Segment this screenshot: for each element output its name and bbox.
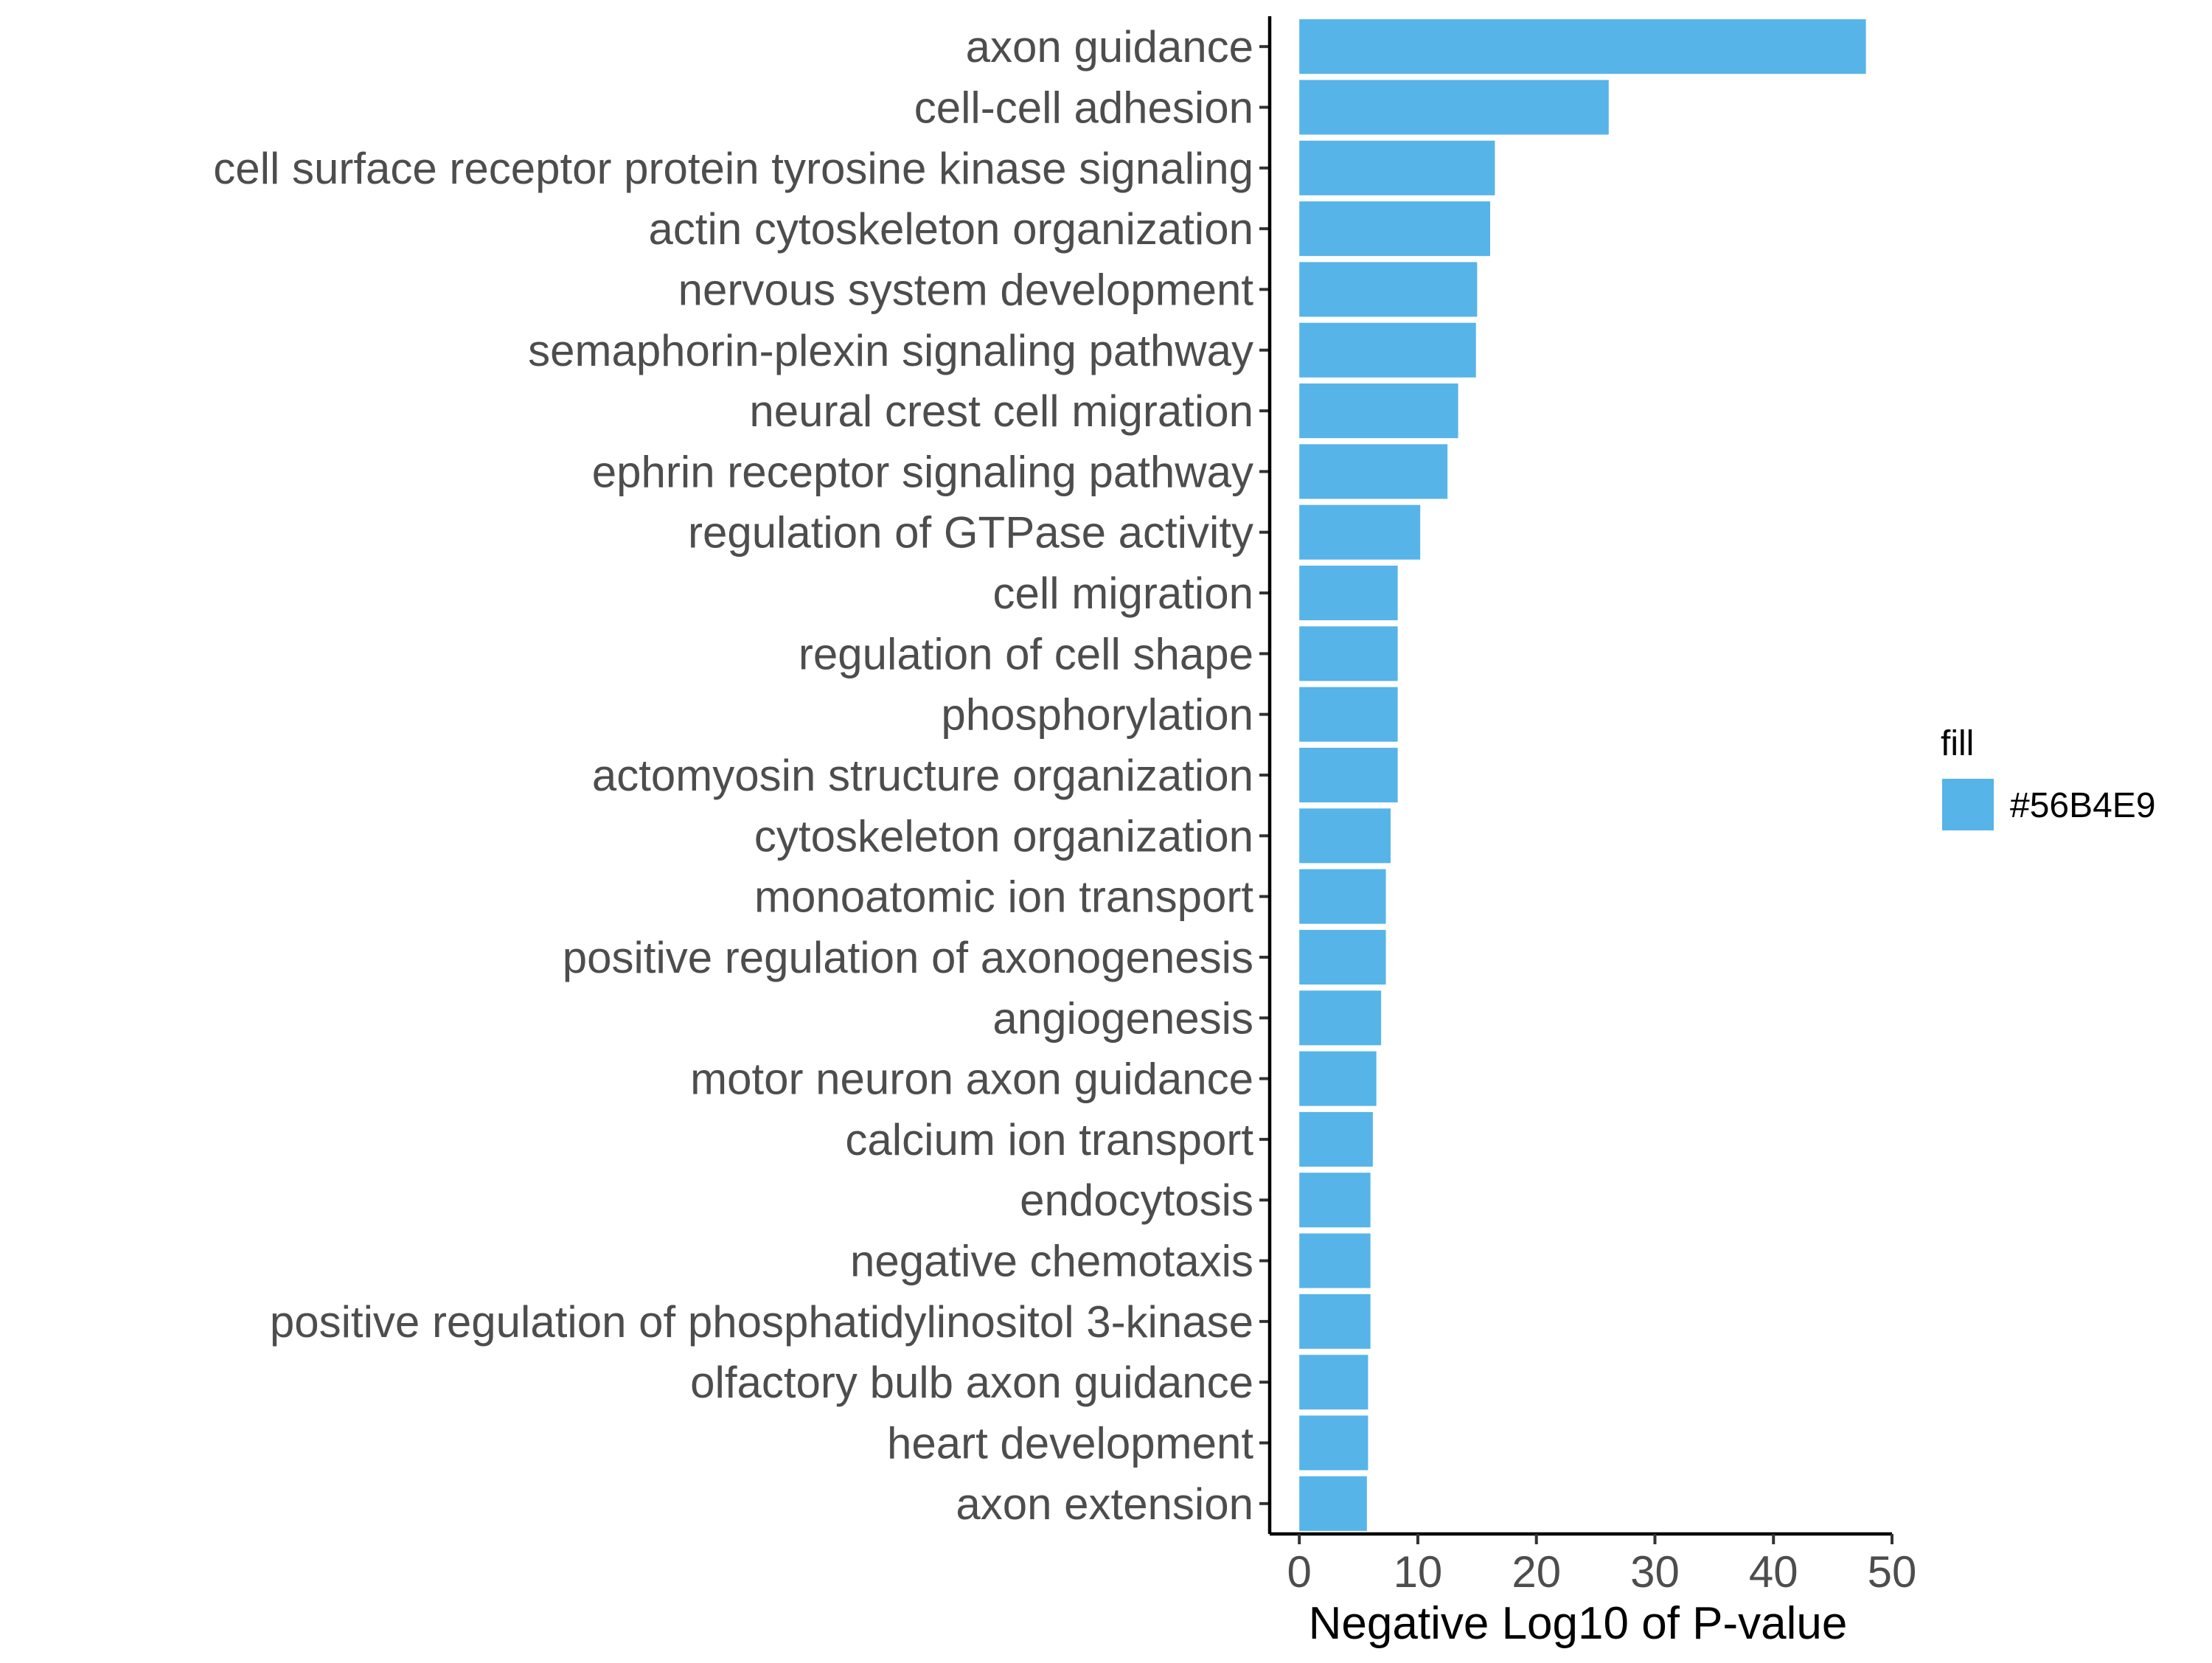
- x-tick-label: 40: [1749, 1547, 1798, 1597]
- bar-25: [1299, 1476, 1367, 1531]
- category-label: cell migration: [993, 569, 1253, 618]
- bar-6: [1299, 322, 1476, 378]
- x-tick-label: 10: [1394, 1547, 1443, 1597]
- category-label: motor neuron axon guidance: [690, 1055, 1253, 1104]
- category-label: semaphorin-plexin signaling pathway: [528, 326, 1253, 375]
- legend-title: fill: [1941, 724, 1974, 763]
- bar-24: [1299, 1415, 1368, 1471]
- category-label: cytoskeleton organization: [754, 811, 1253, 861]
- bar-16: [1299, 929, 1386, 985]
- category-label: actomyosin structure organization: [592, 751, 1253, 800]
- bar-2: [1299, 80, 1609, 135]
- bars-layer: [1299, 19, 1866, 1531]
- legend: fill #56B4E9: [1941, 724, 2156, 830]
- category-label: endocytosis: [1020, 1176, 1253, 1225]
- category-label: negative chemotaxis: [850, 1237, 1253, 1286]
- bar-12: [1299, 687, 1398, 742]
- bar-7: [1299, 383, 1458, 439]
- bar-4: [1299, 201, 1491, 257]
- category-label: ephrin receptor signaling pathway: [592, 447, 1253, 496]
- bar-11: [1299, 626, 1398, 681]
- category-label: olfactory bulb axon guidance: [690, 1358, 1253, 1407]
- category-label: cell-cell adhesion: [914, 83, 1253, 132]
- category-label: axon extension: [956, 1479, 1253, 1529]
- category-label: angiogenesis: [992, 993, 1253, 1043]
- category-labels: axon guidance cell-cell adhesion cell surf…: [213, 22, 1253, 1529]
- category-label: monoatomic ion transport: [754, 872, 1253, 922]
- x-axis-title: Negative Log10 of P-value: [1309, 1598, 1848, 1649]
- category-label: positive regulation of axonogenesis: [563, 933, 1253, 982]
- bar-5: [1299, 262, 1478, 317]
- bar-20: [1299, 1173, 1371, 1228]
- bar-18: [1299, 1051, 1377, 1106]
- x-tick-label: 50: [1868, 1547, 1917, 1597]
- bar-1: [1299, 19, 1866, 74]
- bar-9: [1299, 504, 1421, 560]
- category-label: cell surface receptor protein tyrosine k…: [213, 144, 1253, 193]
- bar-22: [1299, 1294, 1371, 1349]
- axes: [1259, 16, 1892, 1536]
- x-tick-label: 20: [1512, 1547, 1561, 1597]
- bar-23: [1299, 1355, 1368, 1410]
- bar-19: [1299, 1111, 1373, 1167]
- category-label: regulation of cell shape: [799, 629, 1253, 678]
- x-tick-label: 30: [1630, 1547, 1680, 1597]
- bar-21: [1299, 1233, 1371, 1288]
- legend-label: #56B4E9: [2010, 786, 2156, 825]
- category-label: neural crest cell migration: [749, 386, 1253, 436]
- category-label: regulation of GTPase activity: [688, 508, 1253, 558]
- bar-3: [1299, 140, 1495, 195]
- category-label: positive regulation of phosphatidylinosi…: [270, 1297, 1253, 1347]
- category-label: heart development: [887, 1419, 1253, 1468]
- bar-17: [1299, 990, 1382, 1046]
- category-label: phosphorylation: [941, 690, 1253, 740]
- bar-13: [1299, 747, 1398, 803]
- bar-8: [1299, 444, 1448, 499]
- legend-swatch: [1942, 779, 1994, 830]
- bar-14: [1299, 808, 1391, 864]
- bar-15: [1299, 869, 1386, 924]
- category-label: axon guidance: [966, 22, 1253, 72]
- x-tick-label: 0: [1287, 1547, 1312, 1597]
- bar-10: [1299, 565, 1398, 621]
- category-label: calcium ion transport: [845, 1115, 1253, 1164]
- x-ticks: 0 10 20 30 40 50: [1287, 1534, 1917, 1597]
- category-label: nervous system development: [678, 265, 1254, 314]
- category-label: actin cytoskeleton organization: [649, 204, 1254, 254]
